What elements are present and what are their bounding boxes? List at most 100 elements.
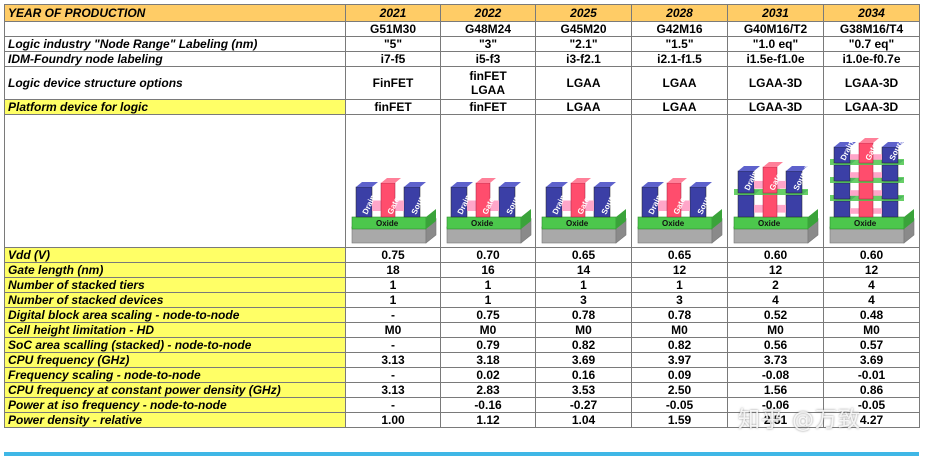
table-row: Gate length (nm) 18 16 14 12 12 12 xyxy=(4,262,920,278)
row-cell: finFET LGAA xyxy=(440,66,536,100)
row-cell: M0 xyxy=(823,322,920,338)
device-image-cell: Oxide Drain Gate Source xyxy=(727,114,824,248)
row-cell: 12 xyxy=(631,262,728,278)
row-cell: 3.69 xyxy=(535,352,632,368)
gate-top xyxy=(859,138,879,143)
row-cell: M0 xyxy=(440,322,536,338)
row-cell: -0.27 xyxy=(535,397,632,413)
substrate-base xyxy=(541,226,617,244)
row-cell: finFET xyxy=(345,99,441,115)
table-body: YEAR OF PRODUCTION 2021 2022 2025 2028 2… xyxy=(4,4,920,428)
device-image-cell: Oxide Drain Gate Source xyxy=(823,114,920,248)
bottom-strip xyxy=(4,452,919,456)
node-name-cell: G45M20 xyxy=(535,21,632,37)
oxide-side xyxy=(521,209,531,229)
row-cell: 0.65 xyxy=(631,247,728,263)
substrate-base xyxy=(637,226,713,244)
node-name-cell: G51M30 xyxy=(345,21,441,37)
row-cell: 14 xyxy=(535,262,632,278)
row-cell: 3 xyxy=(631,292,728,308)
row-cell: 3.53 xyxy=(535,382,632,398)
row-cell: 4 xyxy=(823,292,920,308)
drain-top xyxy=(834,142,856,147)
row-cell: 0.16 xyxy=(535,367,632,383)
node-name-cell: G42M16 xyxy=(631,21,728,37)
row-cell: 0.82 xyxy=(535,337,632,353)
row-cell: -0.05 xyxy=(823,397,920,413)
substrate-base xyxy=(446,226,522,244)
device-image-label xyxy=(4,114,346,248)
row-label: CPU frequency (GHz) xyxy=(4,352,346,368)
row-cell: 1 xyxy=(440,292,536,308)
device-image-cell: Oxide Drain Gate Source xyxy=(440,114,536,248)
table-row: SoC area scalling (stacked) - node-to-no… xyxy=(4,337,920,353)
row-label: Vdd (V) xyxy=(4,247,346,263)
device-image-cell: Oxide Drain Gate Source xyxy=(631,114,728,248)
row-label: SoC area scalling (stacked) - node-to-no… xyxy=(4,337,346,353)
row-cell: 3.18 xyxy=(440,352,536,368)
row-cell: 0.60 xyxy=(823,247,920,263)
table-row: Logic industry "Node Range" Labeling (nm… xyxy=(4,36,920,52)
row-label: Number of stacked devices xyxy=(4,292,346,308)
row-label: Cell height limitation - HD xyxy=(4,322,346,338)
row-label: Logic device structure options xyxy=(4,66,346,100)
row-cell: 1 xyxy=(631,277,728,293)
oxide-side xyxy=(616,209,626,229)
row-cell: "1.0 eq" xyxy=(727,36,824,52)
row-cell: - xyxy=(345,367,441,383)
source-top xyxy=(594,182,616,187)
row-cell: 2.51 xyxy=(727,412,824,428)
source-top xyxy=(690,182,712,187)
structure-option: finFET xyxy=(469,69,507,83)
row-cell: LGAA xyxy=(631,66,728,100)
row-cell: M0 xyxy=(631,322,728,338)
oxide-label: Oxide xyxy=(376,219,399,228)
gate-top xyxy=(381,178,401,183)
substrate-base xyxy=(733,226,809,244)
substrate-base xyxy=(351,226,427,244)
drain-top xyxy=(738,166,760,171)
table-row: Number of stacked tiers 1 1 1 1 2 4 xyxy=(4,277,920,293)
row-label: Number of stacked tiers xyxy=(4,277,346,293)
row-cell: 12 xyxy=(823,262,920,278)
gate-top xyxy=(667,178,687,183)
row-cell: "0.7 eq" xyxy=(823,36,920,52)
source-block xyxy=(881,164,899,182)
row-cell: - xyxy=(345,337,441,353)
drain-block xyxy=(833,164,851,182)
table-row: IDM-Foundry node labeling i7-f5 i5-f3 i3… xyxy=(4,51,920,67)
table-row: Number of stacked devices 1 1 3 3 4 4 xyxy=(4,292,920,308)
row-cell: "1.5" xyxy=(631,36,728,52)
row-cell: 12 xyxy=(727,262,824,278)
row-cell: LGAA xyxy=(535,66,632,100)
row-cell: 3.13 xyxy=(345,352,441,368)
row-cell: 3.97 xyxy=(631,352,728,368)
row-cell: 0.57 xyxy=(823,337,920,353)
oxide-label: Oxide xyxy=(758,219,781,228)
row-cell: 0.02 xyxy=(440,367,536,383)
row-cell: LGAA-3D xyxy=(727,99,824,115)
row-label: CPU frequency at constant power density … xyxy=(4,382,346,398)
drain-block xyxy=(833,200,851,218)
structure-option: LGAA xyxy=(566,76,601,90)
row-cell: - xyxy=(345,397,441,413)
row-cell: finFET xyxy=(440,99,536,115)
row-label: Frequency scaling - node-to-node xyxy=(4,367,346,383)
drain-top xyxy=(356,182,378,187)
row-cell: 0.79 xyxy=(440,337,536,353)
row-cell: LGAA-3D xyxy=(823,66,920,100)
row-cell: LGAA xyxy=(631,99,728,115)
roadmap-table: YEAR OF PRODUCTION 2021 2022 2025 2028 2… xyxy=(4,4,920,428)
row-cell: i1.0e-f0.7e xyxy=(823,51,920,67)
structure-option: FinFET xyxy=(372,76,414,90)
row-cell: 3.69 xyxy=(823,352,920,368)
row-cell: 1.56 xyxy=(727,382,824,398)
row-cell: 4.27 xyxy=(823,412,920,428)
row-cell: -0.08 xyxy=(727,367,824,383)
row-cell: 0.78 xyxy=(535,307,632,323)
oxide-side xyxy=(808,209,818,229)
